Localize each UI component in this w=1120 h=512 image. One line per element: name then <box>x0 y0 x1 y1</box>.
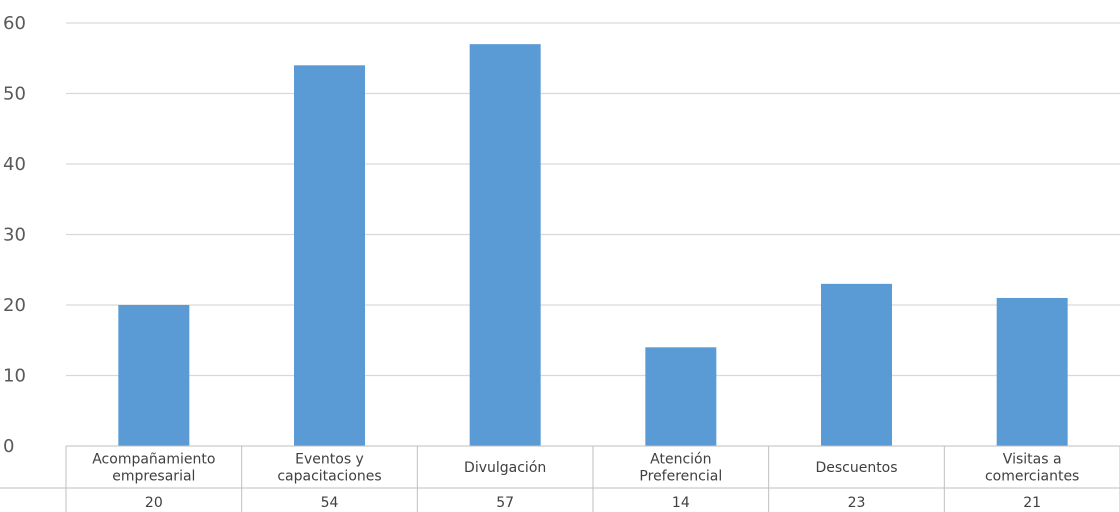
category-label: Descuentos <box>815 460 897 476</box>
bar <box>645 347 717 446</box>
gridlines <box>66 22 1120 377</box>
y-tick-label: 60 <box>3 13 26 34</box>
category-labels: Acompañamiento empresarial Eventos y capaci… <box>92 452 1079 485</box>
bar <box>294 65 365 447</box>
category-label: Acompañamiento empresarial <box>92 452 215 485</box>
y-tick-label: 20 <box>3 295 26 316</box>
data-table-value: 57 <box>496 495 514 511</box>
y-tick-label: 0 <box>3 436 14 457</box>
bar <box>469 44 541 447</box>
y-axis-ticks: 0 10 20 30 40 50 60 <box>3 13 26 457</box>
bar <box>996 297 1068 446</box>
bar <box>821 283 892 446</box>
bars <box>118 44 1068 447</box>
data-table-value: 21 <box>1023 495 1041 511</box>
value-labels: 20 54 57 14 23 21 <box>145 495 1041 511</box>
data-table-value: 14 <box>672 495 690 511</box>
y-tick-label: 50 <box>3 84 26 105</box>
category-label: Atención Preferencial <box>639 452 722 485</box>
data-table-value: 20 <box>145 495 163 511</box>
category-label: Eventos y capacitaciones <box>277 452 381 485</box>
data-table-value: 23 <box>848 495 866 511</box>
y-tick-label: 30 <box>3 225 26 246</box>
data-table <box>0 445 1120 512</box>
bar <box>118 305 190 446</box>
category-label: Visitas a comerciantes <box>985 452 1079 485</box>
y-tick-label: 10 <box>3 366 26 387</box>
data-table-value: 54 <box>321 495 339 511</box>
category-label: Divulgación <box>464 460 546 476</box>
y-tick-label: 40 <box>3 154 26 175</box>
